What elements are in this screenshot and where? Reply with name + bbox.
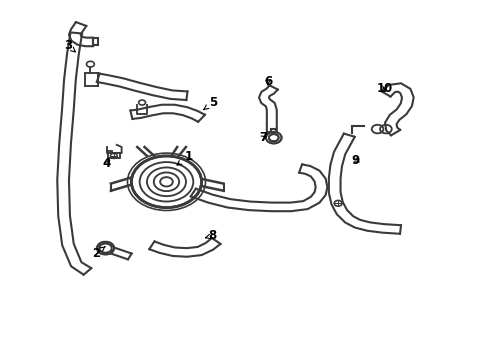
Text: 4: 4 — [102, 157, 111, 170]
Text: 9: 9 — [351, 154, 359, 167]
Text: 6: 6 — [263, 75, 271, 88]
Text: 5: 5 — [203, 96, 217, 110]
Polygon shape — [97, 243, 114, 254]
Circle shape — [131, 156, 201, 208]
Polygon shape — [265, 132, 281, 143]
Text: 10: 10 — [376, 82, 392, 95]
FancyBboxPatch shape — [108, 153, 120, 158]
Text: 7: 7 — [259, 131, 266, 144]
Text: 1: 1 — [177, 150, 192, 165]
Text: 3: 3 — [64, 39, 75, 52]
Text: 8: 8 — [205, 229, 217, 242]
Text: 2: 2 — [92, 247, 105, 260]
